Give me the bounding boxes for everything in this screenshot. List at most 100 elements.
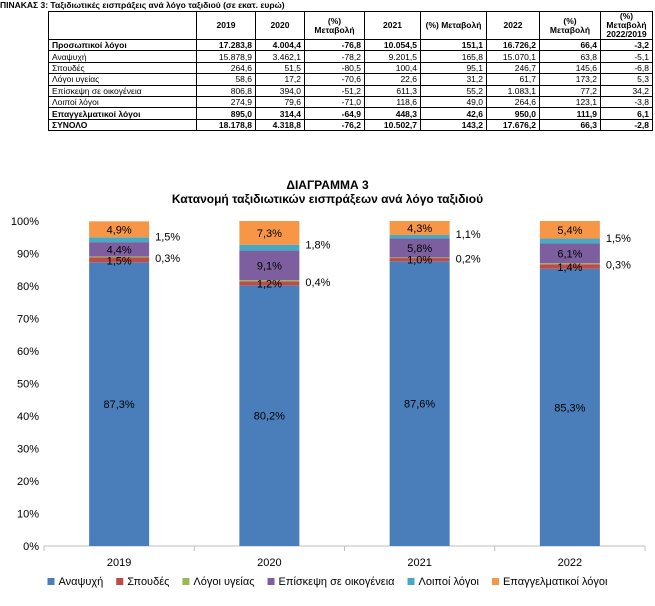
x-tick-label: 2022: [558, 557, 582, 569]
data-label: 1,5%: [606, 233, 631, 245]
table-row: Αναψυχή 15.878,9 3.462,1 -78,2 9.201,5 165,8 1…: [48, 50, 653, 63]
bar-segment: [239, 285, 300, 546]
data-label: 0,2%: [456, 254, 481, 266]
data-label: 1,2%: [257, 278, 282, 290]
bar-segment: [89, 257, 150, 263]
data-label: 6,1%: [557, 248, 582, 260]
legend-label: Λόγοι υγείας: [193, 576, 254, 588]
bar-segment: [539, 264, 600, 269]
data-label: 1,4%: [557, 262, 582, 274]
y-tick-label: 50%: [17, 379, 39, 391]
bar-segment: [389, 234, 450, 239]
legend-label: Λοιποί λόγοι: [419, 576, 480, 588]
data-label: 4,3%: [407, 223, 432, 235]
bar-segment: [239, 221, 300, 245]
data-label: 4,9%: [107, 224, 132, 236]
data-label: 5,4%: [557, 225, 582, 237]
table-caption: ΠΙΝΑΚΑΣ 3: Ταξιδιωτικές εισπράξεις ανά λ…: [0, 0, 285, 10]
table-cell: 66,3: [539, 118, 601, 132]
y-tick-label: 90%: [17, 249, 39, 261]
table-cell: 17.676,2: [486, 118, 540, 132]
legend-swatch: [116, 578, 124, 585]
data-label: 1,5%: [155, 232, 180, 244]
table-row-label: Αναψυχή: [48, 50, 197, 63]
table-cell: 17.283,8: [196, 38, 256, 52]
table-row: ΣΥΝΟΛΟ 18.178,8 4.318,8 -76,2 10.502,7 143,2 1…: [48, 118, 653, 132]
y-tick-label: 30%: [17, 444, 39, 456]
y-tick-label: 20%: [17, 476, 39, 488]
data-label: 80,2%: [254, 411, 285, 423]
table-cell: 151,1: [420, 38, 487, 52]
legend-label: Αναψυχή: [59, 576, 104, 588]
bar-segment: [389, 258, 450, 262]
bar-segment: [89, 262, 150, 546]
data-label: 87,6%: [404, 399, 435, 411]
table-cell: 63,8: [539, 50, 601, 63]
table-cell: -2,8: [600, 118, 653, 132]
table-cell: -76,2: [304, 118, 365, 132]
receipts-table: 2019 2020 (%) Μεταβολή 2021 (%) Μεταβολή…: [48, 11, 653, 132]
data-label: 1,8%: [305, 240, 330, 252]
data-label: 87,3%: [104, 399, 135, 411]
y-tick-label: 100%: [11, 216, 39, 228]
data-label: 85,3%: [554, 402, 585, 414]
legend-swatch: [182, 578, 190, 585]
table-row: Επαγγελματικοί λόγοι 895,0 314,4 -64,9 448,3…: [48, 107, 653, 120]
x-tick-label: 2019: [107, 557, 131, 569]
x-tick-label: 2021: [407, 557, 431, 569]
bar-segment: [239, 280, 300, 282]
bar-segment: [539, 268, 600, 546]
bar-segment: [239, 244, 300, 251]
bar-segment: [89, 221, 150, 238]
bar-segment: [539, 238, 600, 244]
table-row: Προσωπικοί λόγοι 17.283,8 4.004,4 -76,8 10.0…: [48, 38, 653, 52]
bar-segment: [89, 256, 150, 258]
table-cell: 143,2: [420, 118, 487, 132]
table-cell: -3,2: [600, 38, 653, 52]
data-label: 1,0%: [407, 254, 432, 266]
bar-segment: [539, 243, 600, 264]
table-body: Προσωπικοί λόγοι 17.283,8 4.004,4 -76,8 10.0…: [48, 38, 653, 132]
y-tick-label: 80%: [17, 281, 39, 293]
y-tick-label: 70%: [17, 314, 39, 326]
legend-swatch: [491, 578, 499, 585]
legend-swatch: [407, 578, 415, 585]
bar-segment: [539, 263, 600, 265]
y-tick-label: 0%: [23, 541, 39, 553]
table-cell: 15.070,1: [486, 50, 540, 63]
data-label: 9,1%: [257, 260, 282, 272]
legend-swatch: [47, 578, 55, 585]
bar-segment: [389, 221, 450, 235]
table-cell: -5,1: [600, 50, 653, 63]
data-label: 0,3%: [606, 260, 631, 272]
bar-segment: [239, 281, 300, 286]
bar-segment: [539, 221, 600, 239]
bar-segment: [89, 242, 150, 257]
bar-segment: [389, 261, 450, 546]
chart-title: ΔΙΑΓΡΑΜΜΑ 3: [286, 178, 369, 192]
data-label: 5,8%: [407, 243, 432, 255]
data-label: 4,4%: [107, 244, 132, 256]
legend-label: Επίσκεψη σε οικογένεια: [279, 576, 396, 588]
data-label: 0,4%: [305, 277, 330, 289]
bar-segment: [389, 257, 450, 259]
legend-swatch: [267, 578, 275, 585]
x-tick-label: 2020: [257, 557, 281, 569]
table-row-label: Προσωπικοί λόγοι: [48, 38, 197, 52]
data-label: 7,3%: [257, 228, 282, 240]
y-tick-label: 10%: [17, 509, 39, 521]
legend-label: Επαγγελματικοί λόγοι: [503, 576, 608, 588]
table-row: Σπουδές 264,6 51,5 -80,5 100,4 95,1 246,7 145,6…: [48, 61, 653, 75]
y-tick-label: 60%: [17, 346, 39, 358]
table-cell: 3.462,1: [255, 50, 305, 63]
data-label: 1,1%: [456, 229, 481, 241]
chart-title-block: ΔΙΑΓΡΑΜΜΑ 3 Κατανομή ταξιδιωτικών εισπρά…: [0, 178, 655, 206]
table-header-cell: 2021: [364, 11, 421, 40]
data-label: 1,5%: [107, 255, 132, 267]
bar-segment: [239, 250, 300, 281]
bar-segment: [389, 238, 450, 258]
y-tick-label: 40%: [17, 411, 39, 423]
data-label: 0,3%: [155, 253, 180, 265]
legend-label: Σπουδές: [127, 576, 169, 588]
